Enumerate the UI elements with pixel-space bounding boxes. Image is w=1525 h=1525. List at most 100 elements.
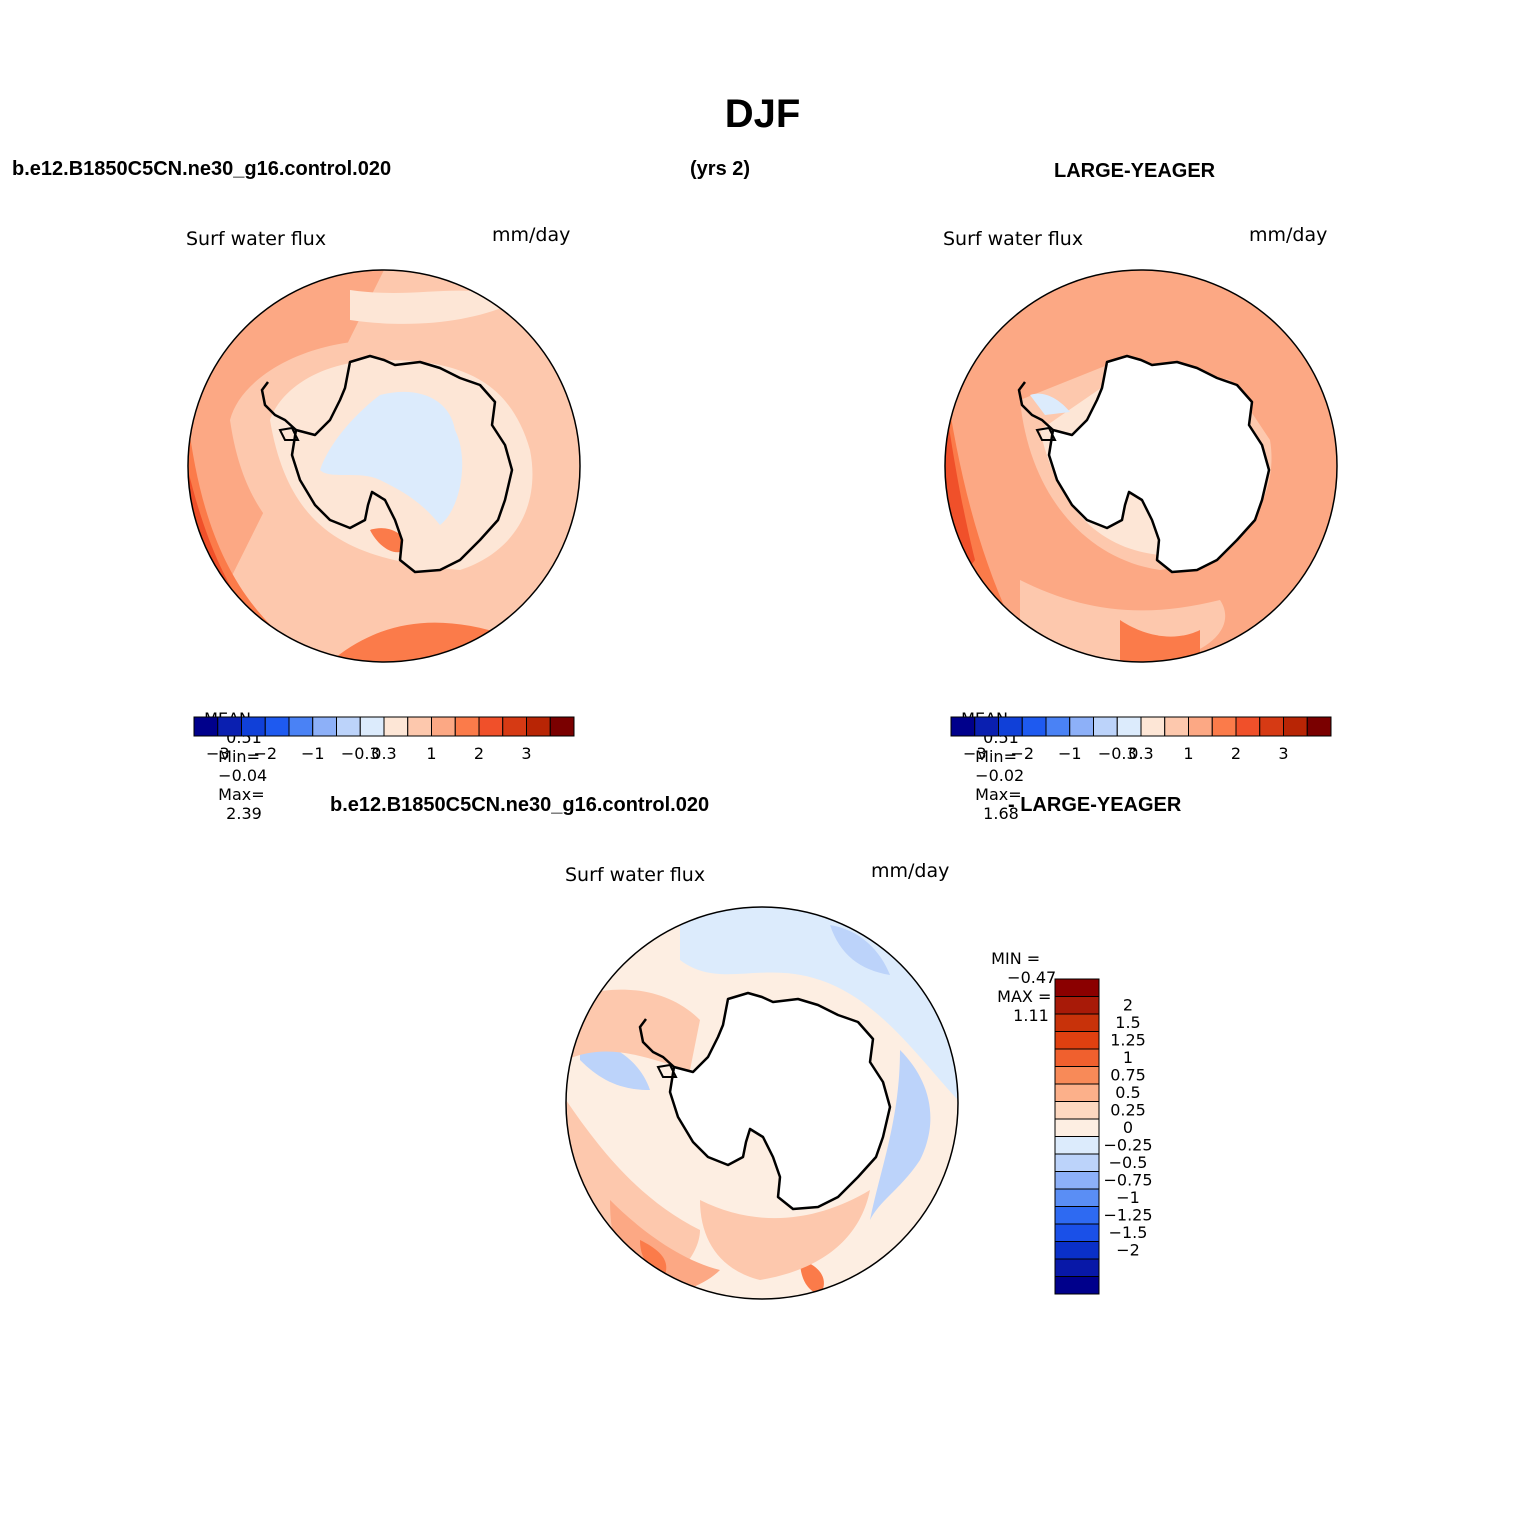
obs-colorbar-box (998, 716, 1023, 737)
model-colorbar-box (502, 716, 527, 737)
obs-units-label: mm/day (1249, 224, 1328, 246)
obs-colorbar: −3 −2 −1 −0.30.3 1 2 3 (950, 716, 1332, 763)
diff-colorbar-box (1054, 1276, 1100, 1295)
diff-colorbar-box (1054, 1048, 1100, 1067)
obs-colorbar-box (1045, 716, 1071, 737)
model-var-label: Surf water flux (186, 228, 327, 250)
obs-colorbar-box (1116, 716, 1142, 737)
diff-colorbar-box (1054, 1083, 1100, 1102)
model-antarctica (260, 354, 514, 574)
model-colorbar-box (383, 716, 409, 737)
model-colorbar-label: −3 (206, 744, 230, 763)
diff-colorbar-box (1054, 1031, 1100, 1050)
diff-colorbar-label: 0.75 (1110, 1065, 1146, 1084)
obs-colorbar-box (1211, 716, 1237, 737)
diff-min-value: −0.47 (1007, 968, 1057, 987)
model-min-value: −0.04 (218, 766, 268, 785)
diff-max-label: MAX = (997, 987, 1052, 1006)
obs-colorbar-box (1069, 716, 1094, 737)
model-colorbar-box (407, 716, 432, 737)
diff-colorbar-box (1054, 1153, 1100, 1172)
obs-colorbar-box (1164, 716, 1189, 737)
model-colorbar: −3 −2 −1 −0.30.3 1 2 3 (193, 716, 575, 763)
diff-colorbar-box (1054, 1136, 1100, 1155)
diff-colorbar-box (1054, 1101, 1100, 1120)
diff-colorbar-box (1054, 1066, 1100, 1085)
model-colorbar-box (478, 716, 504, 737)
model-colorbar-label: 1 (426, 744, 436, 763)
model-max-value: 2.39 (226, 804, 262, 823)
obs-colorbar-box (950, 716, 976, 737)
obs-colorbar-label: −3 (963, 744, 987, 763)
diff-colorbar-box (1054, 1241, 1100, 1260)
diff-colorbar-label: −2 (1116, 1240, 1140, 1259)
model-colorbar-box (526, 716, 551, 737)
obs-colorbar-box (1188, 716, 1213, 737)
diff-units-label: mm/day (871, 860, 950, 882)
model-colorbar-label: −1 (301, 744, 325, 763)
diff-colorbar-box (1054, 1118, 1100, 1137)
model-colorbar-label: −2 (253, 744, 277, 763)
obs-max-value: 1.68 (983, 804, 1019, 823)
model-units-label: mm/day (492, 224, 571, 246)
diff-colorbar-label: −1 (1116, 1188, 1140, 1207)
model-colorbar-box (336, 716, 361, 737)
diff-colorbar-label: −1.25 (1103, 1205, 1152, 1224)
diff-colorbar-label: 1.5 (1115, 1013, 1140, 1032)
page-title: DJF (724, 92, 801, 136)
diff-colorbar-label: 0 (1123, 1118, 1133, 1137)
diff-colorbar: 21.51.2510.750.50.250−0.25−0.5−0.75−1−1.… (1054, 978, 1153, 1295)
model-colorbar-label: 2 (474, 744, 484, 763)
model-colorbar-label: 0.3 (371, 744, 396, 763)
obs-antarctica (1017, 354, 1271, 574)
obs-colorbar-label: 1 (1183, 744, 1193, 763)
diff-colorbar-label: 0.5 (1115, 1083, 1140, 1102)
model-colorbar-label: 3 (521, 744, 531, 763)
model-colorbar-box (241, 716, 266, 737)
diff-colorbar-label: −0.75 (1103, 1170, 1152, 1189)
model-colorbar-box (549, 716, 575, 737)
obs-colorbar-box (1021, 716, 1047, 737)
model-colorbar-label: −0.3 (341, 744, 380, 763)
diff-colorbar-label: 1.25 (1110, 1030, 1146, 1049)
model-colorbar-box (312, 716, 337, 737)
obs-colorbar-box (1283, 716, 1308, 737)
obs-name-label: LARGE-YEAGER (1054, 160, 1216, 182)
diff-colorbar-box (1054, 1171, 1100, 1190)
model-min-label: Min= (218, 747, 260, 766)
diff-colorbar-box (1054, 1188, 1100, 1207)
obs-colorbar-box (1259, 716, 1284, 737)
obs-colorbar-box (1093, 716, 1118, 737)
obs-colorbar-label: −1 (1058, 744, 1082, 763)
diff-obs-name-label: - LARGE-YEAGER (1008, 794, 1182, 816)
model-colorbar-box (217, 716, 242, 737)
obs-colorbar-label: 3 (1278, 744, 1288, 763)
diff-stats: MIN = −0.47 MAX = 1.11 (981, 930, 1056, 1025)
years-label: (yrs 2) (690, 158, 751, 180)
diff-colorbar-label: −1.5 (1109, 1223, 1148, 1242)
obs-colorbar-box (974, 716, 999, 737)
diff-colorbar-box (1054, 996, 1100, 1015)
diff-colorbar-box (1054, 1258, 1100, 1277)
diff-colorbar-box (1054, 1223, 1100, 1242)
diff-colorbar-label: −0.25 (1103, 1135, 1152, 1154)
model-colorbar-box (359, 716, 385, 737)
diff-min-label: MIN = (991, 949, 1041, 968)
diff-colorbar-box (1054, 978, 1100, 997)
obs-colorbar-label: −0.3 (1098, 744, 1137, 763)
obs-colorbar-box (1306, 716, 1332, 737)
diff-colorbar-label: 2 (1123, 995, 1133, 1014)
obs-colorbar-box (1140, 716, 1166, 737)
diff-max-value: 1.11 (1013, 1006, 1049, 1025)
model-colorbar-box (431, 716, 456, 737)
obs-map-border (944, 269, 1338, 663)
diff-case-name-label: b.e12.B1850C5CN.ne30_g16.control.020 (330, 794, 710, 816)
diff-map-border (565, 906, 959, 1300)
diff-colorbar-label: −0.5 (1109, 1153, 1148, 1172)
diff-colorbar-label: 0.25 (1110, 1100, 1146, 1119)
diff-var-label: Surf water flux (565, 864, 706, 886)
case-name-label: b.e12.B1850C5CN.ne30_g16.control.020 (12, 158, 392, 180)
model-colorbar-box (193, 716, 219, 737)
model-map-border (187, 269, 581, 663)
